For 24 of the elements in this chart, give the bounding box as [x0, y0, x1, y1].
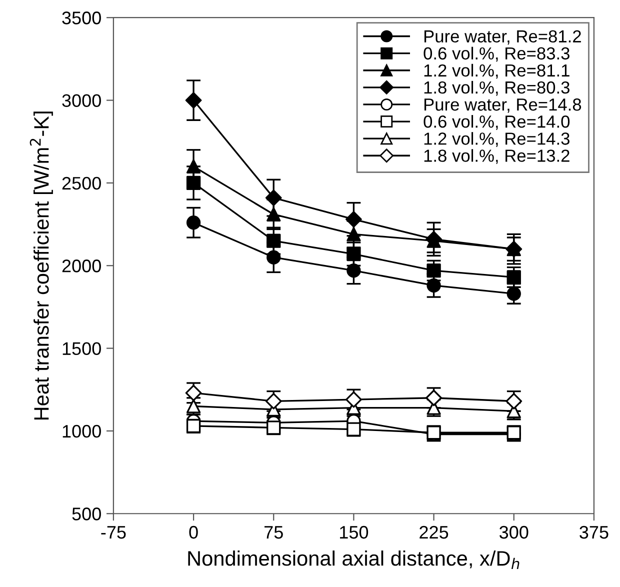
y-tick-label: 500 — [72, 508, 101, 520]
x-tick-label: 0 — [189, 526, 198, 539]
y-tick-label: 2500 — [62, 176, 101, 190]
y-tick-label: 3000 — [62, 94, 101, 107]
y-axis-title: Heat transfer coefficient [W/m$^{2}$-K] — [30, 112, 53, 420]
x-tick-label: 225 — [420, 526, 448, 539]
legend-label: 1.2 vol.%, Re=81.1 — [424, 64, 570, 79]
x-tick-label: 150 — [340, 526, 368, 539]
legend-label: 1.8 vol.%, Re=80.3 — [424, 80, 570, 96]
x-axis-title: Nondimensional axial distance, x/D$_{h}$ — [188, 550, 520, 569]
legend-label: Pure water, Re=81.2 — [424, 30, 581, 45]
legend-label: Pure water, Re=14.8 — [424, 98, 582, 113]
x-tick-label: 75 — [264, 526, 283, 539]
y-tick-label: 2000 — [62, 260, 101, 272]
y-tick-label: 1500 — [62, 342, 101, 356]
y-tick-label: 1000 — [62, 424, 101, 438]
legend-label: 0.6 vol.%, Re=83.3 — [424, 46, 570, 62]
y-tick-label: 3500 — [62, 12, 101, 24]
legend-label: 1.8 vol.%, Re=13.2 — [424, 149, 570, 164]
legend-label: 0.6 vol.%, Re=14.0 — [424, 115, 570, 130]
x-tick-label: -75 — [101, 526, 126, 539]
x-tick-label: 375 — [580, 526, 608, 539]
x-tick-label: 300 — [500, 526, 528, 539]
legend-label: 1.2 vol.%, Re=14.3 — [424, 132, 570, 147]
